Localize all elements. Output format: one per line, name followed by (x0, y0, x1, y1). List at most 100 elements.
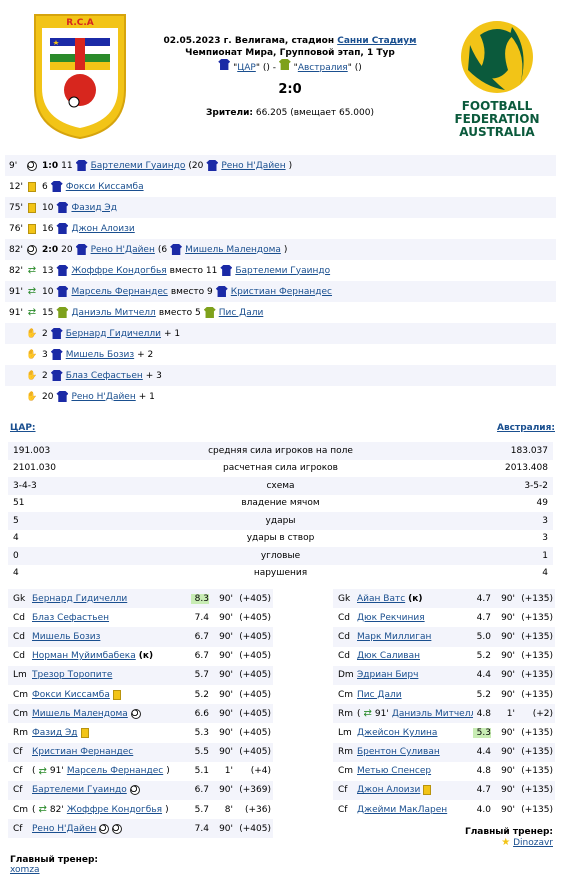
player-row: Rm Фазид Эд 5.3 90' (+405) (8, 723, 273, 742)
player-link[interactable]: Мишель Бозиз (65, 349, 135, 360)
player-row: Cf(⇄ 91' Марсель Фернандес) 5.1 1' (+4) (8, 762, 273, 781)
goal-ball-icon (112, 823, 123, 834)
home-team-link[interactable]: ЦАР (237, 63, 256, 73)
player-position: Cd (338, 651, 350, 662)
away-coach-link[interactable]: Dinozavr (513, 838, 553, 848)
player-row: Cd Марк Миллиган 5.0 90' (+135) (333, 627, 555, 647)
player-minutes: 90' (501, 747, 515, 758)
player-link[interactable]: Мишель Бозиз (32, 631, 101, 642)
player-points: (+2) (532, 708, 553, 719)
home-coach-link[interactable]: xomza (10, 865, 40, 875)
player-link[interactable]: Пис Дали (218, 307, 264, 318)
player-link[interactable]: Даниэль Митчелл (391, 708, 473, 719)
stadium-link[interactable]: Санни Стадиум (337, 36, 417, 46)
player-row: Cd Дюк Рекчиния 4.7 90' (+135) (333, 608, 555, 627)
player-link[interactable]: Джон Алоизи (357, 785, 421, 796)
player-points: (+405) (239, 670, 271, 681)
player-link[interactable]: Айан Ватс (357, 593, 406, 604)
player-link[interactable]: Эдриан Бирч (357, 670, 419, 681)
event-minute: 82' (9, 244, 23, 255)
event-minute: 75' (9, 202, 23, 213)
substitution-icon: ⇄ (363, 708, 372, 720)
player-link[interactable]: Марсель Фернандес (66, 766, 164, 777)
car-shirt-icon (220, 265, 233, 276)
stat-home: 3-4-3 (13, 480, 37, 491)
player-row: Lm Джейсон Кулина 5.3 90' (+135) (333, 723, 555, 742)
match-events: 9' 1:0 11 Бартелеми Гуаиндо (20 Рено Н'Дайен)… (5, 155, 556, 407)
player-minutes: 1' (506, 708, 515, 719)
player-rating: 5.7 (194, 804, 209, 815)
player-link[interactable]: Бернард Гидичелли (65, 328, 161, 339)
car-shirt-icon (56, 202, 69, 213)
player-points: (+405) (239, 651, 271, 662)
car-shirt-icon (75, 160, 88, 171)
player-link[interactable]: Трезор Торопите (32, 670, 113, 681)
player-link[interactable]: Дюк Саливан (357, 651, 421, 662)
player-link[interactable]: Марсель Фернандес (71, 286, 168, 297)
event-row: 82' ⇄ 13 Жоффре Кондогбья вместо 11 Бартелеми… (5, 260, 556, 281)
player-link[interactable]: Джейсон Кулина (357, 727, 438, 738)
player-link[interactable]: Кристиан Фернандес (32, 747, 134, 758)
player-link[interactable]: Марк Миллиган (357, 631, 432, 642)
away-team-link[interactable]: Австралия (297, 63, 348, 73)
player-link[interactable]: Норман Муйимбабека (32, 651, 136, 662)
attendance: Зрители: 66.205 (вмещает 65.000) (206, 108, 374, 118)
car-shirt-icon (50, 370, 63, 381)
player-link[interactable]: Кристиан Фернандес (230, 286, 333, 297)
player-row: Cm Мишель Малендома 6.6 90' (+405) (8, 704, 273, 724)
player-link[interactable]: Бартелеми Гуаиндо (235, 265, 331, 276)
home-team-stats-link[interactable]: ЦАР: (10, 423, 36, 433)
player-points: (+405) (239, 708, 271, 719)
player-link[interactable]: Мишель Малендома (32, 708, 128, 719)
player-link[interactable]: Рено Н'Дайен (71, 391, 136, 402)
player-link[interactable]: Фазид Эд (71, 202, 117, 213)
substitution-icon: ⇄ (38, 804, 47, 816)
stat-home: 0 (13, 550, 19, 561)
stat-home: 2101.030 (13, 463, 56, 474)
home-lineup: Gk Бернард Гидичелли 8.3 90' (+405) Cd Блаз Се… (8, 589, 273, 839)
event-row: 76' 16 Джон Алоизи (5, 218, 556, 239)
player-link[interactable]: Бартелеми Гуаиндо (32, 785, 127, 796)
player-link[interactable]: Жоффре Кондогбья (66, 804, 163, 815)
stat-label: расчетная сила игроков (223, 463, 338, 474)
substitution-icon: ⇄ (27, 265, 37, 276)
player-link[interactable]: Блаз Сефастьен (32, 612, 110, 623)
player-link[interactable]: Рено Н'Дайен (32, 823, 97, 834)
player-position: Cm (13, 689, 29, 700)
player-link[interactable]: Рено Н'Дайен (90, 244, 155, 255)
player-link[interactable]: Мишель Малендома (185, 244, 281, 255)
assist-count: + 3 (145, 370, 162, 381)
player-link[interactable]: Фазид Эд (32, 727, 78, 738)
event-minute: 76' (9, 223, 23, 234)
player-points: (+135) (521, 670, 553, 681)
player-link[interactable]: Фокси Киссамба (65, 181, 144, 192)
player-row: Lm Трезор Торопите 5.7 90' (+405) (8, 665, 273, 685)
player-link[interactable]: Брентон Суливан (357, 747, 440, 758)
player-link[interactable]: Бернард Гидичелли (32, 593, 128, 604)
assist-icon: ✋ (26, 349, 38, 360)
player-minutes: 90' (219, 689, 233, 700)
event-score: 1:0 (42, 160, 59, 171)
event-row: 82' 2:0 20 Рено Н'Дайен (6 Мишель Малендома) (5, 239, 556, 260)
player-rating: 5.1 (194, 766, 209, 777)
player-points: (+405) (239, 631, 271, 642)
player-link[interactable]: Рено Н'Дайен (221, 160, 286, 171)
stat-label: удары в створ (246, 533, 315, 544)
stat-row: 51 владение мячом 49 (8, 495, 553, 513)
player-points: (+405) (239, 747, 271, 758)
player-link[interactable]: Джон Алоизи (71, 223, 135, 234)
player-link[interactable]: Даниэль Митчелл (71, 307, 156, 318)
player-link[interactable]: Метью Спенсер (357, 766, 432, 777)
player-link[interactable]: Блаз Сефастьен (65, 370, 143, 381)
player-row: Cd Блаз Сефастьен 7.4 90' (+405) (8, 608, 273, 627)
player-link[interactable]: Фокси Киссамба (32, 689, 110, 700)
player-position: Cf (338, 785, 348, 796)
player-rating: 5.2 (476, 651, 491, 662)
away-team-stats-link[interactable]: Австралия: (496, 423, 555, 433)
player-link[interactable]: Пис Дали (357, 689, 402, 700)
player-link[interactable]: Бартелеми Гуаиндо (90, 160, 186, 171)
player-row: Cf Джон Алоизи 4.7 90' (+135) (333, 780, 555, 801)
player-link[interactable]: Джейми МакЛарен (357, 804, 448, 815)
player-link[interactable]: Дюк Рекчиния (357, 612, 425, 623)
player-link[interactable]: Жоффре Кондогбья (71, 265, 167, 276)
